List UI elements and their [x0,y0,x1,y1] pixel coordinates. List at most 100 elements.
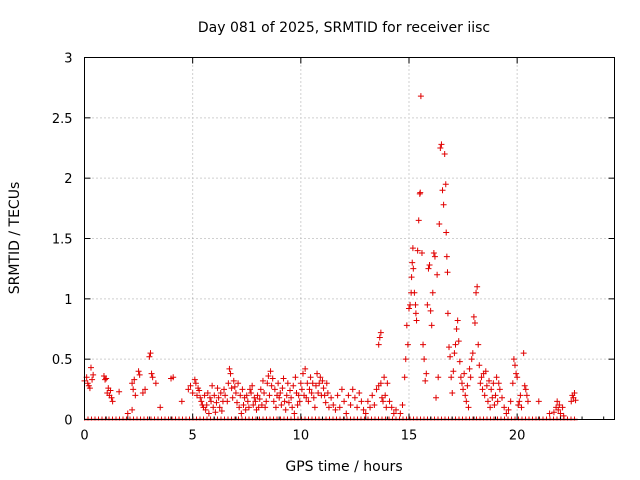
data-point [462,392,469,399]
data-point [283,392,290,399]
data-point [438,141,445,148]
data-point [351,394,358,401]
data-point [513,370,520,377]
data-point [107,387,114,394]
data-point [430,249,437,256]
data-point [132,392,139,399]
data-point [492,392,499,399]
data-point [261,389,268,396]
data-point [129,380,136,387]
data-point [265,373,272,380]
data-point [415,217,422,224]
data-point [298,386,305,393]
data-point [364,398,371,405]
y-tick-label: 2 [64,172,72,187]
x-tick-label: 5 [189,429,197,444]
data-point [367,404,374,411]
data-point [152,380,159,387]
x-tick-label: 0 [80,429,88,444]
data-point [244,398,251,405]
data-point [437,145,444,151]
data-point [484,398,491,405]
data-point [130,386,137,393]
data-point [426,262,433,269]
data-point [240,402,247,409]
data-point [290,382,297,389]
data-point [252,398,259,405]
data-point [303,394,310,401]
data-point [362,410,369,417]
data-point [452,341,459,348]
data-point [206,394,213,401]
data-point [399,402,406,409]
data-point [517,392,524,399]
data-point [347,402,354,409]
data-point [431,253,438,260]
data-point [443,229,450,236]
data-point [211,392,218,399]
data-point [235,380,242,387]
data-point [334,392,341,399]
data-point [216,404,223,411]
data-point [474,283,481,290]
data-point [226,365,233,372]
data-point [554,398,561,405]
data-point [422,377,429,384]
data-point [259,377,266,384]
data-point [330,402,337,409]
data-point [481,392,488,399]
data-point [555,406,562,413]
data-point [381,374,388,381]
data-point [535,398,542,405]
data-point [135,368,142,375]
data-point [148,370,155,377]
data-point [250,402,257,409]
data-point [212,409,219,416]
y-tick-label: 2.5 [52,112,73,127]
data-point [108,394,115,401]
data-point [237,392,244,399]
data-point [222,392,229,399]
data-point [270,398,277,405]
data-point [264,380,271,387]
data-point [229,394,236,401]
data-point [471,319,478,326]
data-point [373,386,380,393]
data-point [287,387,294,394]
data-point [455,338,462,345]
data-point [316,380,323,387]
data-point [524,398,531,405]
data-point [375,341,382,348]
data-point [281,398,288,405]
data-point [321,392,328,399]
data-point [466,365,473,372]
data-point [509,380,516,387]
data-point [518,404,525,411]
data-point [109,398,116,405]
data-point [463,398,470,405]
data-point [349,386,356,393]
data-point [377,329,384,336]
data-point [397,410,404,417]
data-point [139,389,146,396]
data-point [315,389,322,396]
data-point [239,386,246,393]
data-point [324,389,331,396]
data-point [325,404,332,411]
data-point [393,406,400,413]
data-point [345,392,352,399]
data-point [214,385,221,392]
data-point [285,399,292,406]
data-point [440,201,447,208]
data-point [383,404,390,411]
y-axis-label: SRMTID / TECUs [7,182,23,295]
data-point [131,376,138,383]
data-point [232,389,239,396]
data-point [505,406,512,413]
data-point [495,380,502,387]
data-point [390,410,397,417]
data-point [294,402,301,409]
data-point [360,406,367,413]
data-point [291,410,298,417]
